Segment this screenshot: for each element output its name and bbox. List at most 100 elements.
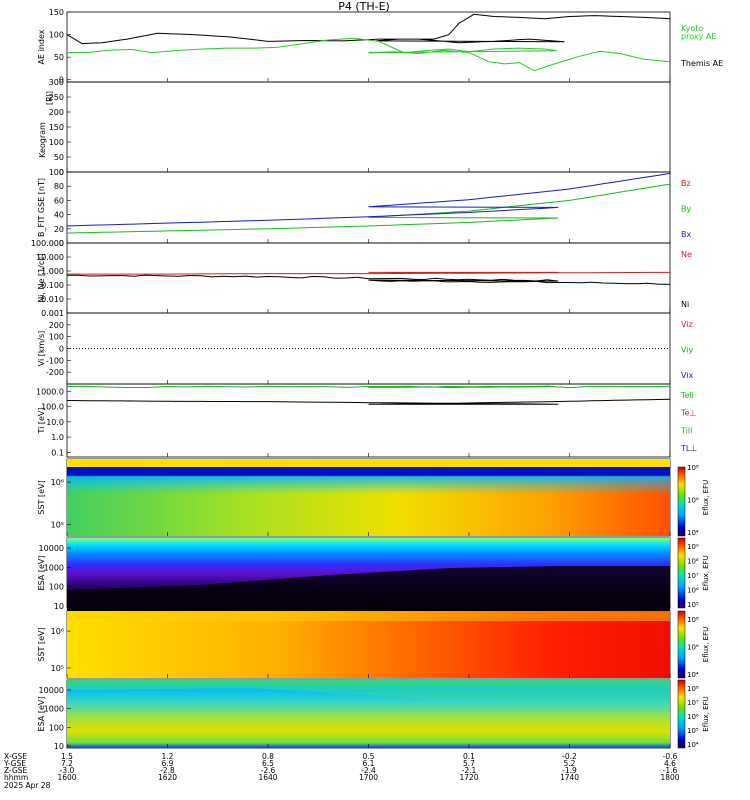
xaxis-row-label: Z-GSE — [4, 766, 28, 775]
bfield-legend-bz: Bz — [681, 179, 691, 188]
xaxis-value-y: 6.9 — [162, 759, 174, 768]
density-legend-ni: Ni — [681, 300, 689, 309]
sst_e-colorbar-tick: 10⁸ — [687, 464, 699, 472]
xaxis-value-hhmm: 1740 — [560, 773, 579, 782]
colorbar-sst-i — [677, 610, 686, 679]
esa_i-ylabel: ESA [eV] — [37, 697, 46, 732]
bfield-ytick: 80 — [54, 182, 64, 191]
bfield-bx-line — [66, 172, 671, 227]
temperature-ytick: 1000.0 — [36, 387, 64, 396]
sst-ion-spectrogram — [67, 611, 670, 678]
xaxis-value-x: 0.5 — [363, 752, 375, 761]
ae-ytick: 100 — [49, 31, 64, 40]
keogram-ytick: 200 — [49, 108, 64, 117]
keogram-ytick: 100 — [49, 138, 64, 147]
velocity-legend-viy: Viy — [681, 346, 694, 355]
xaxis-value-x: 0.8 — [262, 752, 274, 761]
bfield-ytick: 20 — [54, 225, 64, 234]
esa-electron-spectrogram — [67, 538, 670, 611]
velocity-ytick: 0 — [59, 345, 64, 354]
temperature-frame — [66, 383, 671, 458]
keogram-ytick: 250 — [49, 93, 64, 102]
sst_i-colorbar-tick: 10⁴ — [687, 671, 699, 679]
xaxis-value-y: 5.2 — [564, 759, 576, 768]
density-frame — [66, 242, 671, 314]
ae-ylabel: AE index — [37, 29, 46, 64]
xaxis-value-hhmm: 1800 — [660, 773, 679, 782]
density-ytick: 10.000 — [36, 253, 64, 262]
temperature-legend-tell: Tell — [680, 391, 694, 400]
density-ytick: 100.000 — [31, 239, 64, 248]
xaxis-value-hhmm: 1640 — [258, 773, 277, 782]
sst_e-colorbar-tick: 10⁶ — [687, 497, 699, 505]
esa_i-ytick: 10 — [54, 742, 64, 751]
bfield-ytick: 100 — [49, 168, 64, 177]
density-ytick: 0.001 — [41, 309, 64, 318]
xaxis-value-y: 6.1 — [363, 759, 375, 768]
ae-ytick: 50 — [54, 53, 64, 62]
xaxis-value-y: 5.7 — [463, 759, 475, 768]
velocity-ytick: 200 — [49, 321, 64, 330]
axis-ticks: AE index150100500300250200150100500B_FIT… — [31, 8, 71, 751]
ae-legend-proxy-ae: proxy AE — [681, 32, 716, 41]
colorbar-esa-i — [677, 679, 686, 749]
temperature-ytick: 1.0 — [51, 433, 64, 442]
esa-e-bottom-edge — [67, 608, 670, 611]
xaxis-value-hhmm: 1720 — [459, 773, 478, 782]
xaxis-row-label: Y-GSE — [3, 759, 26, 768]
sst_e-ylabel: SST [eV] — [37, 480, 46, 514]
xaxis-value-z: -2.6 — [261, 766, 276, 775]
bfield-frame — [66, 171, 671, 244]
xaxis-value-z: -1.6 — [663, 766, 678, 775]
sst_i-ylabel: SST [eV] — [37, 627, 46, 661]
keogram-frame — [66, 81, 671, 173]
bfield-ytick: 60 — [54, 196, 64, 205]
sst-i-top-band — [67, 611, 670, 621]
xaxis-value-x: -0.6 — [663, 752, 678, 761]
esa_i-colorbar-tick: 10⁸ — [687, 685, 699, 693]
density-ne-line — [67, 271, 670, 275]
esa-e-dark-region — [67, 566, 670, 608]
velocity-ylabel: Vi [km/s] — [37, 331, 46, 367]
temperature-legend-till: Till — [680, 426, 692, 435]
esa_e-colorbar-tick: 10⁹ — [687, 543, 699, 551]
keogram-ylabel: Keogram — [38, 122, 47, 158]
keogram-ytick: 50 — [54, 153, 64, 162]
esa_i-ytick: 10000 — [39, 686, 64, 695]
ae-ytick: 0 — [59, 76, 64, 85]
xaxis-row-label: hhmm — [4, 773, 28, 782]
esa_e-colorbar-tick: 10⁶ — [687, 587, 699, 595]
temperature-legend-te-: Te⊥ — [680, 409, 696, 418]
xaxis-date: 2025 Apr 28 — [4, 781, 51, 790]
xaxis-value-y: 4.6 — [664, 759, 676, 768]
xaxis-value-z: -2.8 — [160, 766, 175, 775]
xaxis-value-hhmm: 1620 — [158, 773, 177, 782]
keogram-ytick: 150 — [49, 123, 64, 132]
esa-i-upper-band — [67, 680, 670, 702]
bfield-legend-bx: Bx — [681, 230, 691, 239]
esa_i-ytick: 1000 — [44, 705, 64, 714]
xaxis-value-x: 1.2 — [162, 752, 174, 761]
density-ni-line — [67, 274, 670, 285]
temperature-ytick: 100.0 — [41, 403, 64, 412]
velocity-ytick: -100 — [46, 356, 64, 365]
keogram-ytick: 0 — [59, 168, 64, 177]
esa_e-colorbar-tick: 10⁷ — [687, 572, 699, 580]
density-legend-ne: Ne — [681, 250, 692, 259]
esa_i-colorbar-tick: 10⁶ — [687, 713, 699, 721]
xaxis-value-z: -1.9 — [562, 766, 577, 775]
esa_i-colorbar-label: Eflux, EFU — [702, 696, 710, 731]
velocity-ytick: -200 — [46, 368, 64, 377]
xaxis-value-y: 7.2 — [61, 759, 73, 768]
sst_e-colorbar-label: Eflux, EFU — [702, 480, 710, 515]
sst_e-colorbar-tick: 10⁴ — [687, 529, 699, 537]
esa_e-ylabel: ESA [eV] — [37, 556, 46, 591]
ae-ytick: 150 — [49, 8, 64, 17]
sst-e-top-band — [67, 467, 670, 536]
esa_i-colorbar-tick: 10⁵ — [687, 727, 699, 735]
ae-themis-ae-line — [66, 13, 671, 45]
esa_e-ytick: 1000 — [44, 563, 64, 572]
bfield-by-line — [66, 183, 671, 234]
